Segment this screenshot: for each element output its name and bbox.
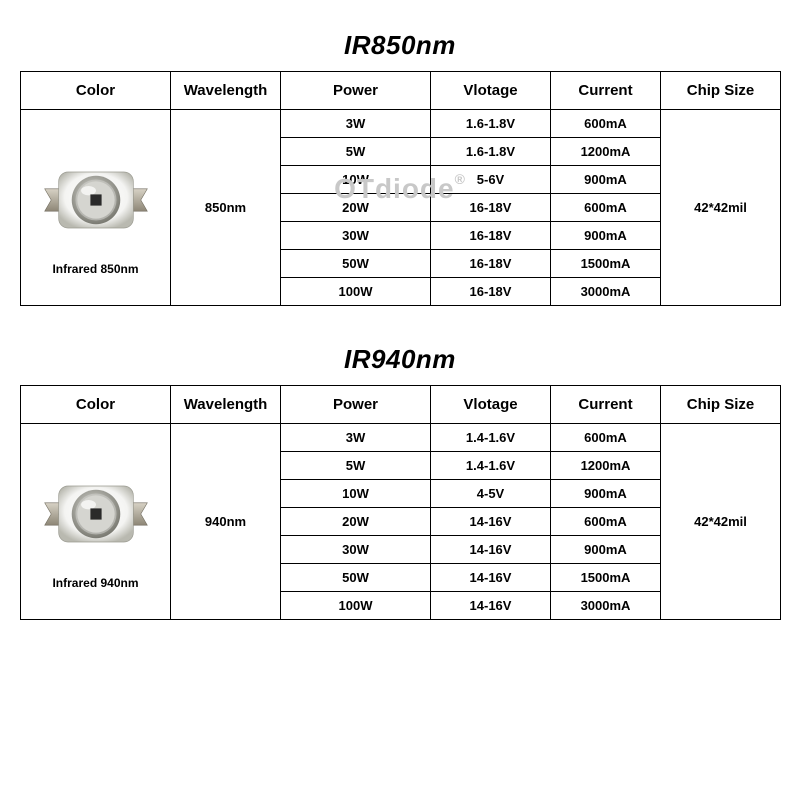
power-cell: 10W	[281, 480, 431, 508]
wavelength-cell-0: 850nm	[171, 110, 281, 306]
th-color: Color	[21, 72, 171, 110]
current-cell: 600mA	[551, 424, 661, 452]
current-cell: 900mA	[551, 480, 661, 508]
chipsize-cell-1: 42*42mil	[661, 424, 781, 620]
power-cell: 30W	[281, 536, 431, 564]
color-cell-0: Infrared 850nm	[21, 110, 171, 306]
table-wrap-0: Color Wavelength Power Vlotage Current C…	[20, 71, 780, 306]
power-cell: 3W	[281, 424, 431, 452]
current-cell: 3000mA	[551, 278, 661, 306]
current-cell: 900mA	[551, 536, 661, 564]
power-cell: 100W	[281, 592, 431, 620]
current-cell: 1500mA	[551, 564, 661, 592]
voltage-cell: 1.6-1.8V	[431, 138, 551, 166]
voltage-cell: 14-16V	[431, 508, 551, 536]
power-cell: 5W	[281, 138, 431, 166]
power-cell: 50W	[281, 250, 431, 278]
power-cell: 50W	[281, 564, 431, 592]
power-cell: 30W	[281, 222, 431, 250]
current-cell: 1200mA	[551, 138, 661, 166]
led-graphic-1	[40, 458, 152, 570]
led-graphic-0	[40, 144, 152, 256]
power-cell: 20W	[281, 508, 431, 536]
power-cell: 100W	[281, 278, 431, 306]
voltage-cell: 4-5V	[431, 480, 551, 508]
current-cell: 1500mA	[551, 250, 661, 278]
current-cell: 1200mA	[551, 452, 661, 480]
th-chipsize: Chip Size	[661, 72, 781, 110]
table-row: Infrared 850nm 850nm 3W 1.6-1.8V 600mA 4…	[21, 110, 781, 138]
voltage-cell: 1.4-1.6V	[431, 424, 551, 452]
spec-table-1: Color Wavelength Power Vlotage Current C…	[20, 385, 781, 620]
th-color: Color	[21, 386, 171, 424]
color-label-1: Infrared 940nm	[25, 576, 166, 590]
th-power: Power	[281, 72, 431, 110]
voltage-cell: 14-16V	[431, 564, 551, 592]
current-cell: 600mA	[551, 194, 661, 222]
th-current: Current	[551, 72, 661, 110]
th-voltage: Vlotage	[431, 72, 551, 110]
power-cell: 5W	[281, 452, 431, 480]
voltage-cell: 16-18V	[431, 194, 551, 222]
power-cell: 20W	[281, 194, 431, 222]
th-current: Current	[551, 386, 661, 424]
power-cell: 3W	[281, 110, 431, 138]
voltage-cell: 1.4-1.6V	[431, 452, 551, 480]
table-header-row: Color Wavelength Power Vlotage Current C…	[21, 386, 781, 424]
current-cell: 600mA	[551, 110, 661, 138]
voltage-cell: 14-16V	[431, 536, 551, 564]
page: IR850nm Color Wavelength Power Vlotage C…	[0, 0, 800, 640]
color-label-0: Infrared 850nm	[25, 262, 166, 276]
section-title-1: IR940nm	[20, 344, 780, 375]
chipsize-cell-0: 42*42mil	[661, 110, 781, 306]
table-row: Infrared 940nm 940nm 3W 1.4-1.6V 600mA 4…	[21, 424, 781, 452]
wavelength-cell-1: 940nm	[171, 424, 281, 620]
current-cell: 3000mA	[551, 592, 661, 620]
voltage-cell: 16-18V	[431, 278, 551, 306]
th-chipsize: Chip Size	[661, 386, 781, 424]
current-cell: 900mA	[551, 222, 661, 250]
power-cell: 10W	[281, 166, 431, 194]
th-wavelength: Wavelength	[171, 386, 281, 424]
spec-table-0: Color Wavelength Power Vlotage Current C…	[20, 71, 781, 306]
current-cell: 600mA	[551, 508, 661, 536]
th-power: Power	[281, 386, 431, 424]
color-cell-1: Infrared 940nm	[21, 424, 171, 620]
voltage-cell: 16-18V	[431, 250, 551, 278]
current-cell: 900mA	[551, 166, 661, 194]
voltage-cell: 1.6-1.8V	[431, 110, 551, 138]
section-gap	[20, 306, 780, 344]
table-header-row: Color Wavelength Power Vlotage Current C…	[21, 72, 781, 110]
th-voltage: Vlotage	[431, 386, 551, 424]
voltage-cell: 16-18V	[431, 222, 551, 250]
voltage-cell: 14-16V	[431, 592, 551, 620]
th-wavelength: Wavelength	[171, 72, 281, 110]
voltage-cell: 5-6V	[431, 166, 551, 194]
section-title-0: IR850nm	[20, 30, 780, 61]
